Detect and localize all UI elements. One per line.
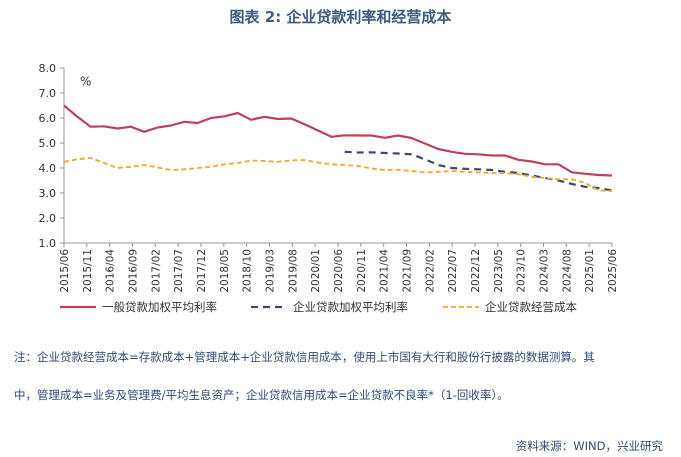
x-tick-label: 2024/08 (561, 249, 573, 293)
x-tick-label: 2021/04 (379, 249, 391, 293)
x-tick-label: 2018/10 (242, 249, 254, 293)
y-tick-label: 7.0 (39, 87, 57, 100)
series-line-2 (344, 150, 613, 192)
y-unit-label: % (80, 75, 91, 89)
chart-title: 图表 2: 企业贷款利率和经营成本 (229, 8, 452, 26)
footnote-line-2: 中，管理成本=业务及管理费/平均生息资产；企业贷款信用成本=企业贷款不良率*（1… (14, 388, 509, 402)
series-line-3 (63, 157, 613, 192)
x-tick-label: 2023/05 (493, 249, 505, 293)
x-tick-label: 2022/02 (424, 249, 436, 293)
y-tick-label: 6.0 (39, 112, 57, 125)
x-tick-label: 2022/07 (447, 249, 459, 293)
source-credit: 资料来源：WIND，兴业研究 (515, 439, 663, 453)
y-tick-label: 4.0 (39, 162, 57, 175)
x-tick-label: 2016/09 (128, 249, 140, 293)
y-tick-label: 5.0 (39, 137, 57, 150)
x-tick-label: 2023/10 (516, 249, 528, 293)
x-tick-label: 2020/01 (310, 249, 322, 293)
y-tick-label: 8.0 (39, 62, 57, 75)
x-tick-label: 2016/04 (105, 249, 117, 293)
x-tick-label: 2022/12 (470, 249, 482, 293)
x-tick-label: 2017/12 (196, 249, 208, 293)
y-tick-label: 1.0 (39, 237, 57, 250)
legend-label-3: 企业贷款经营成本 (485, 300, 577, 314)
line-chart: 8.0 7.0 6.0 5.0 4.0 3.0 2.0 1.0% 2015/06 2015/11 2… (39, 62, 620, 314)
x-tick-label: 2025/06 (607, 249, 619, 293)
x-tick-label: 2020/11 (356, 249, 368, 293)
x-tick-label: 2015/11 (82, 249, 94, 293)
x-tick-label: 2015/06 (59, 249, 71, 293)
legend-label-1: 一般贷款加权平均利率 (102, 300, 217, 314)
x-tick-label: 2018/05 (219, 249, 231, 293)
x-tick-label: 2017/02 (150, 249, 162, 293)
y-tick-label: 2.0 (39, 212, 57, 225)
legend-label-2: 企业贷款加权平均利率 (293, 300, 408, 314)
x-tick-label: 2024/03 (539, 249, 551, 293)
footnote-line-1: 注：企业贷款经营成本=存款成本+管理成本+企业贷款信用成本，使用上市国有大行和股… (14, 350, 595, 364)
y-tick-label: 3.0 (39, 187, 57, 200)
series-line-1 (63, 104, 613, 177)
x-tick-label: 2020/06 (333, 249, 345, 293)
x-tick-label: 2017/07 (173, 249, 185, 293)
x-tick-label: 2021/09 (402, 249, 414, 293)
x-tick-label: 2019/08 (287, 249, 299, 293)
x-tick-label: 2025/01 (584, 249, 596, 293)
x-tick-label: 2019/03 (265, 249, 277, 293)
